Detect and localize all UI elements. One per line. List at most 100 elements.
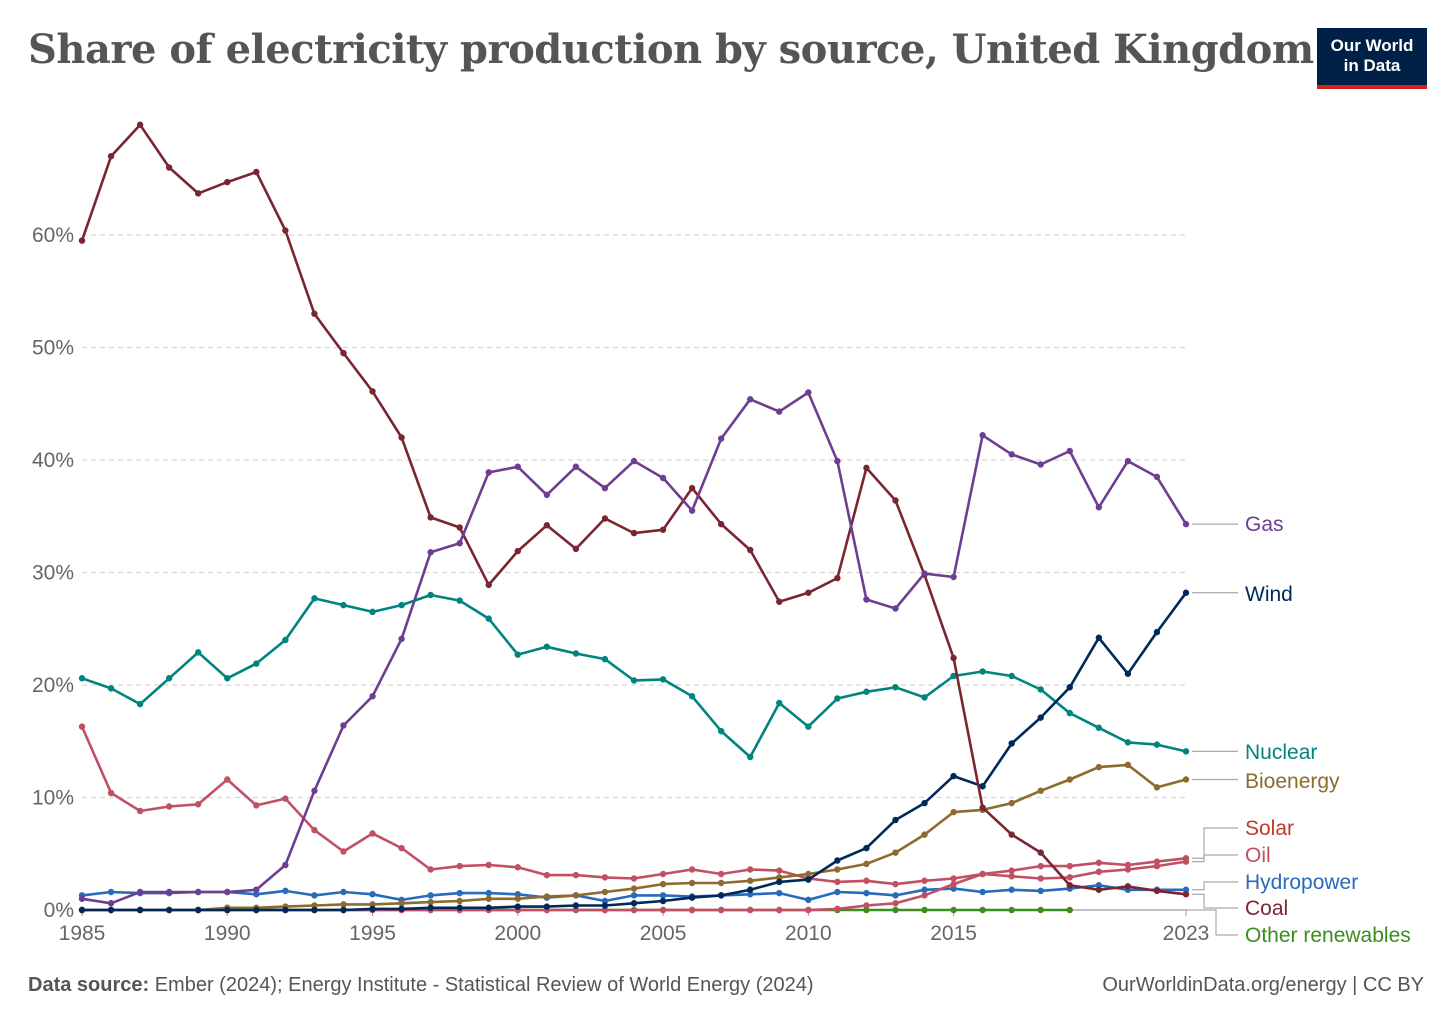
data-point-coal xyxy=(1008,831,1015,838)
data-point-wind xyxy=(863,844,870,852)
series-label-nuclear: Nuclear xyxy=(1245,741,1317,764)
y-tick-label: 10% xyxy=(32,787,74,810)
data-point-wind xyxy=(688,894,696,901)
data-point-hydropower xyxy=(514,891,521,898)
data-point-hydropower xyxy=(340,888,347,896)
data-point-nuclear xyxy=(485,615,492,622)
data-point-wind xyxy=(282,906,289,914)
data-point-coal xyxy=(659,526,667,533)
data-point-nuclear xyxy=(165,675,173,682)
data-point-solar xyxy=(572,906,580,914)
data-point-gas xyxy=(776,408,783,415)
data-point-oil xyxy=(543,871,551,879)
data-point-wind xyxy=(78,906,86,914)
data-point-coal xyxy=(427,514,434,521)
data-point-oil xyxy=(863,877,870,884)
data-point-oil xyxy=(253,802,260,809)
data-point-coal xyxy=(776,598,783,605)
y-tick-label: 30% xyxy=(32,562,74,585)
data-point-gas xyxy=(427,549,434,556)
data-point-coal xyxy=(136,121,144,128)
y-tick-label: 60% xyxy=(32,224,74,247)
data-point-other_renewables xyxy=(863,906,870,914)
data-point-coal xyxy=(863,464,870,472)
data-point-gas xyxy=(224,888,231,896)
data-point-oil xyxy=(950,875,957,882)
data-point-gas xyxy=(1182,520,1190,528)
data-point-wind xyxy=(979,783,986,790)
data-point-nuclear xyxy=(717,727,725,735)
data-point-nuclear xyxy=(340,601,347,609)
data-source-label: Data source: xyxy=(28,974,150,996)
data-point-gas xyxy=(282,861,289,869)
data-point-coal xyxy=(892,497,899,504)
leader-line-other_renewables xyxy=(1186,909,1238,936)
data-point-coal xyxy=(1037,849,1044,856)
data-point-wind xyxy=(165,906,173,914)
data-point-gas xyxy=(1153,473,1161,481)
data-point-solar xyxy=(921,892,928,899)
data-point-nuclear xyxy=(543,643,551,650)
data-point-oil xyxy=(398,844,405,852)
x-tick-label: 2015 xyxy=(930,922,977,945)
data-point-bioenergy xyxy=(892,849,899,856)
data-point-coal xyxy=(717,520,725,528)
series-label-wind: Wind xyxy=(1245,583,1293,606)
data-point-wind xyxy=(107,906,115,914)
data-point-oil xyxy=(78,723,86,730)
data-point-oil xyxy=(892,880,899,888)
data-point-nuclear xyxy=(688,693,696,700)
data-point-wind xyxy=(1066,684,1073,691)
series-label-coal: Coal xyxy=(1245,897,1288,920)
data-point-oil xyxy=(688,866,696,873)
data-point-gas xyxy=(863,596,870,603)
series-label-solar: Solar xyxy=(1245,817,1294,840)
data-point-other_renewables xyxy=(979,906,986,914)
data-source: Data source: Ember (2024); Energy Instit… xyxy=(28,974,814,997)
data-point-hydropower xyxy=(485,889,492,897)
leader-line-solar xyxy=(1192,827,1238,859)
data-point-nuclear xyxy=(921,694,928,701)
data-point-hydropower xyxy=(630,892,638,899)
data-point-other_renewables xyxy=(1037,906,1044,914)
y-tick-label: 40% xyxy=(32,449,74,472)
data-point-coal xyxy=(78,237,86,244)
data-point-nuclear xyxy=(601,655,609,663)
data-point-bioenergy xyxy=(805,870,812,878)
data-point-oil xyxy=(1095,868,1103,875)
data-point-nuclear xyxy=(253,660,260,667)
data-point-coal xyxy=(572,545,580,553)
data-point-bioenergy xyxy=(950,808,957,816)
data-point-oil xyxy=(282,795,289,802)
data-point-bioenergy xyxy=(776,874,783,881)
data-point-oil xyxy=(1182,858,1190,865)
data-point-gas xyxy=(253,886,260,893)
data-point-wind xyxy=(1153,628,1161,636)
data-point-hydropower xyxy=(1037,887,1044,895)
data-point-wind xyxy=(398,905,405,913)
x-tick-label: 2010 xyxy=(785,922,832,945)
data-point-gas xyxy=(1095,504,1103,511)
data-point-coal xyxy=(1153,887,1161,895)
data-point-wind xyxy=(630,900,638,907)
data-point-bioenergy xyxy=(340,901,347,908)
data-point-bioenergy xyxy=(688,879,696,887)
data-point-nuclear xyxy=(834,695,841,702)
owid-logo[interactable]: Our World in Data xyxy=(1317,28,1427,89)
data-point-hydropower xyxy=(456,889,463,897)
data-point-wind xyxy=(514,903,521,910)
data-point-bioenergy xyxy=(1182,776,1190,783)
data-point-bioenergy xyxy=(659,880,667,888)
data-point-oil xyxy=(1153,862,1161,870)
data-point-nuclear xyxy=(1124,739,1132,746)
data-point-wind xyxy=(1182,589,1190,596)
series-line-nuclear xyxy=(81,593,1187,759)
data-point-gas xyxy=(747,396,754,403)
data-point-oil xyxy=(514,864,521,871)
data-point-solar xyxy=(717,906,725,914)
footer-link[interactable]: OurWorldinData.org/energy | CC BY xyxy=(1102,974,1424,996)
data-point-wind xyxy=(136,906,144,914)
data-point-oil xyxy=(165,803,173,810)
data-point-other_renewables xyxy=(1066,906,1073,914)
logo-line-1: Our World xyxy=(1330,36,1414,55)
